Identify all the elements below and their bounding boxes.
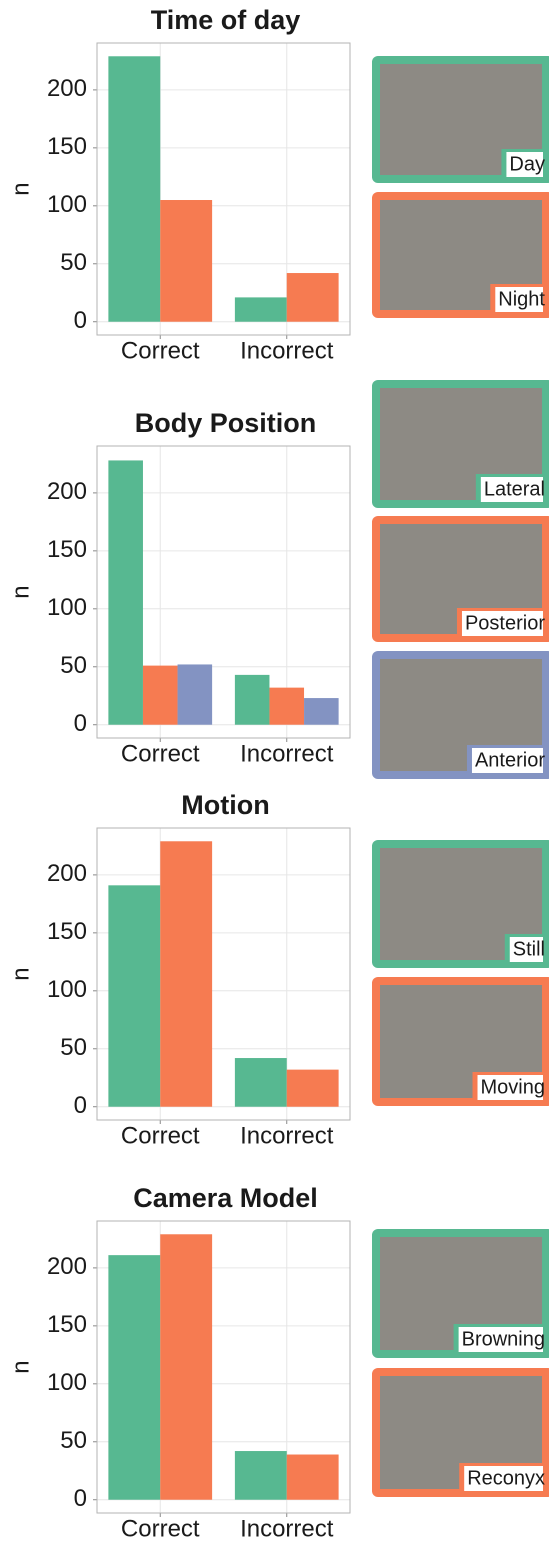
legend-label: Anterior: [475, 749, 545, 771]
y-tick-label: 200: [47, 860, 87, 887]
y-tick-label: 200: [47, 1253, 87, 1280]
x-tick-label: Correct: [121, 337, 200, 364]
x-tick-label: Correct: [121, 740, 200, 767]
chart-title: Camera Model: [133, 1183, 318, 1213]
bar: [235, 675, 270, 725]
x-tick-label: Incorrect: [240, 1122, 334, 1149]
y-tick-label: 100: [47, 191, 87, 218]
bar: [235, 297, 287, 321]
figure: Time of day n Correct Incorrect 0 50 100 150 200…: [0, 0, 549, 1544]
y-tick-label: 150: [47, 918, 87, 945]
y-tick-label: 0: [74, 1092, 87, 1119]
legend-label: Reconyx: [467, 1467, 545, 1489]
bar: [235, 1451, 287, 1500]
x-tick-label: Correct: [121, 1515, 200, 1542]
x-tick-label: Incorrect: [240, 337, 334, 364]
bar: [287, 273, 339, 322]
bar: [143, 666, 178, 725]
chart-title: Body Position: [135, 408, 317, 438]
bar: [178, 664, 213, 724]
legend-label: Day: [509, 153, 545, 175]
bar: [235, 1058, 287, 1107]
y-axis-label: n: [7, 967, 34, 980]
y-tick-label: 100: [47, 1369, 87, 1396]
y-tick-label: 0: [74, 307, 87, 334]
bar: [160, 841, 212, 1106]
x-tick-label: Correct: [121, 1122, 200, 1149]
legend-label: Browning: [462, 1328, 545, 1350]
bar: [160, 1234, 212, 1499]
legend-label: Night: [498, 288, 545, 310]
bar: [269, 688, 304, 725]
legend-label: Moving: [481, 1076, 545, 1098]
y-tick-label: 100: [47, 594, 87, 621]
bar: [287, 1455, 339, 1500]
bar: [108, 1255, 160, 1500]
bar: [108, 56, 160, 321]
chart-title: Time of day: [151, 5, 301, 35]
y-tick-label: 150: [47, 536, 87, 563]
y-tick-label: 100: [47, 976, 87, 1003]
y-tick-label: 150: [47, 1311, 87, 1338]
y-tick-label: 200: [47, 478, 87, 505]
y-tick-label: 150: [47, 133, 87, 160]
legend-label: Still: [513, 938, 545, 960]
y-axis-label: n: [7, 585, 34, 598]
y-tick-label: 50: [60, 1427, 87, 1454]
bar: [108, 885, 160, 1106]
y-tick-label: 50: [60, 652, 87, 679]
bar: [304, 698, 339, 725]
x-tick-label: Incorrect: [240, 1515, 334, 1542]
y-tick-label: 50: [60, 249, 87, 276]
bar: [108, 460, 143, 724]
y-axis-label: n: [7, 182, 34, 195]
y-tick-label: 200: [47, 75, 87, 102]
y-tick-label: 50: [60, 1034, 87, 1061]
y-axis-label: n: [7, 1360, 34, 1373]
bar: [287, 1070, 339, 1107]
y-tick-label: 0: [74, 710, 87, 737]
y-tick-label: 0: [74, 1485, 87, 1512]
bar: [160, 200, 212, 322]
x-tick-label: Incorrect: [240, 740, 334, 767]
legend-label: Posterior: [465, 612, 545, 634]
chart-title: Motion: [181, 790, 269, 820]
legend-label: Lateral: [484, 478, 545, 500]
